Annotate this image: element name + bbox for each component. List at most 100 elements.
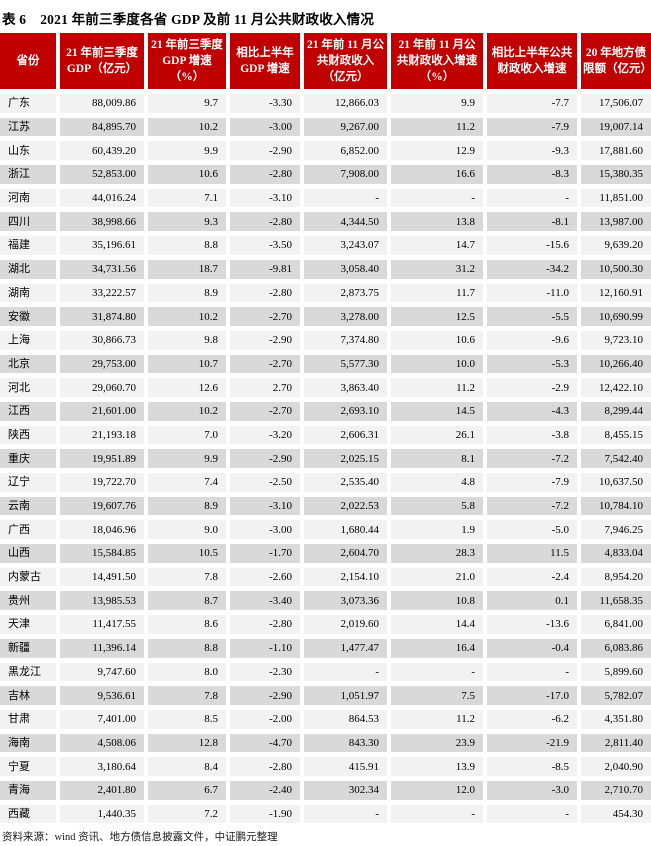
value-cell: -11.0	[487, 283, 577, 303]
value-cell: 17,506.07	[581, 94, 651, 113]
province-cell: 吉林	[0, 686, 56, 705]
value-cell: -5.5	[487, 307, 577, 326]
province-cell: 北京	[0, 354, 56, 374]
value-cell: -9.81	[230, 259, 300, 279]
value-cell: 0.1	[487, 591, 577, 611]
value-cell: 8.7	[148, 591, 226, 611]
value-cell: -	[304, 662, 387, 682]
value-cell: 19,722.70	[60, 473, 144, 492]
table-row: 黑龙江 9,747.60 8.0 -2.30- - -5,899.60	[0, 662, 651, 682]
value-cell: 12.9	[391, 141, 483, 161]
value-cell: -13.6	[487, 615, 577, 634]
value-cell: -	[391, 662, 483, 682]
province-cell: 湖南	[0, 283, 56, 303]
table-row: 青海 2,401.80 6.7 -2.40 302.34 12.0 -3.0 2,710.70	[0, 780, 651, 800]
value-cell: 10.2	[148, 307, 226, 326]
value-cell: -2.70	[230, 307, 300, 326]
value-cell: 8,954.20	[581, 567, 651, 587]
value-cell: 454.30	[581, 804, 651, 824]
province-cell: 天津	[0, 615, 56, 634]
value-cell: 1,440.35	[60, 804, 144, 824]
value-cell: 864.53	[304, 709, 387, 729]
value-cell: 7.1	[148, 188, 226, 208]
value-cell: 10.2	[148, 401, 226, 421]
value-cell: 7,542.40	[581, 449, 651, 468]
value-cell: 1.9	[391, 520, 483, 540]
value-cell: 3,243.07	[304, 236, 387, 255]
value-cell: 7,908.00	[304, 165, 387, 184]
value-cell: 12.8	[148, 733, 226, 753]
table-row: 吉林 9,536.61 7.8 -2.90 1,051.97 7.5 -17.0 5,782.…	[0, 686, 651, 705]
value-cell: 8.8	[148, 236, 226, 255]
value-cell: 15,584.85	[60, 544, 144, 563]
table-row: 云南 19,607.76 8.9 -3.10 2,022.53 5.8 -7.2 10,784…	[0, 496, 651, 516]
value-cell: 6.7	[148, 780, 226, 800]
value-cell: 13.8	[391, 212, 483, 232]
value-cell: 2,019.60	[304, 615, 387, 634]
value-cell: 3,863.40	[304, 378, 387, 397]
value-cell: 2,710.70	[581, 780, 651, 800]
value-cell: 5,577.30	[304, 354, 387, 374]
value-cell: 7,401.00	[60, 709, 144, 729]
value-cell: 2,535.40	[304, 473, 387, 492]
value-cell: 10.2	[148, 117, 226, 137]
table-row: 海南 4,508.06 12.8 -4.70 843.30 23.9 -21.9 2,811.…	[0, 733, 651, 753]
column-header-4: 21 年前 11 月公共财政收入（亿元）	[304, 33, 387, 89]
province-cell: 宁夏	[0, 757, 56, 776]
table-row: 宁夏 3,180.64 8.4 -2.80 415.91 13.9 -8.5 2,040.90	[0, 757, 651, 776]
value-cell: -6.2	[487, 709, 577, 729]
value-cell: 2,873.75	[304, 283, 387, 303]
province-cell: 重庆	[0, 449, 56, 468]
value-cell: -3.8	[487, 425, 577, 445]
value-cell: 34,731.56	[60, 259, 144, 279]
value-cell: 19,007.14	[581, 117, 651, 137]
value-cell: 15,380.35	[581, 165, 651, 184]
value-cell: 7,946.25	[581, 520, 651, 540]
value-cell: 7.8	[148, 567, 226, 587]
province-cell: 陕西	[0, 425, 56, 445]
value-cell: -5.0	[487, 520, 577, 540]
value-cell: 3,180.64	[60, 757, 144, 776]
province-cell: 内蒙古	[0, 567, 56, 587]
value-cell: -4.3	[487, 401, 577, 421]
value-cell: 10,500.30	[581, 259, 651, 279]
value-cell: 5,782.07	[581, 686, 651, 705]
value-cell: -7.9	[487, 117, 577, 137]
value-cell: -2.80	[230, 757, 300, 776]
value-cell: 12,422.10	[581, 378, 651, 397]
value-cell: 16.4	[391, 638, 483, 658]
value-cell: -1.90	[230, 804, 300, 824]
value-cell: 4,351.80	[581, 709, 651, 729]
value-cell: -2.50	[230, 473, 300, 492]
value-cell: -2.90	[230, 686, 300, 705]
value-cell: -5.3	[487, 354, 577, 374]
value-cell: -3.30	[230, 94, 300, 113]
table-row: 甘肃 7,401.00 8.5 -2.00 864.53 11.2 -6.2 4,351.80	[0, 709, 651, 729]
value-cell: 11,396.14	[60, 638, 144, 658]
value-cell: 6,852.00	[304, 141, 387, 161]
value-cell: 415.91	[304, 757, 387, 776]
value-cell: 14.5	[391, 401, 483, 421]
province-cell: 西藏	[0, 804, 56, 824]
value-cell: -3.40	[230, 591, 300, 611]
province-cell: 广东	[0, 94, 56, 113]
value-cell: 8,299.44	[581, 401, 651, 421]
value-cell: 7.2	[148, 804, 226, 824]
value-cell: -2.30	[230, 662, 300, 682]
value-cell: -2.70	[230, 354, 300, 374]
value-cell: 13,987.00	[581, 212, 651, 232]
column-header-5: 21 年前 11 月公共财政收入增速（%）	[391, 33, 483, 89]
value-cell: 8.9	[148, 283, 226, 303]
value-cell: -7.7	[487, 94, 577, 113]
value-cell: 28.3	[391, 544, 483, 563]
table-row: 浙江 52,853.00 10.6 -2.80 7,908.00 16.6 -8.3 15,3…	[0, 165, 651, 184]
value-cell: -	[487, 662, 577, 682]
table-body: 广东 88,009.86 9.7 -3.30 12,866.03 9.9 -7.7 17,50…	[0, 94, 651, 824]
value-cell: 21,193.18	[60, 425, 144, 445]
value-cell: 8.5	[148, 709, 226, 729]
value-cell: 31,874.80	[60, 307, 144, 326]
table-row: 安徽 31,874.80 10.2 -2.70 3,278.00 12.5 -5.5 10,6…	[0, 307, 651, 326]
value-cell: -3.0	[487, 780, 577, 800]
value-cell: 1,680.44	[304, 520, 387, 540]
value-cell: 26.1	[391, 425, 483, 445]
